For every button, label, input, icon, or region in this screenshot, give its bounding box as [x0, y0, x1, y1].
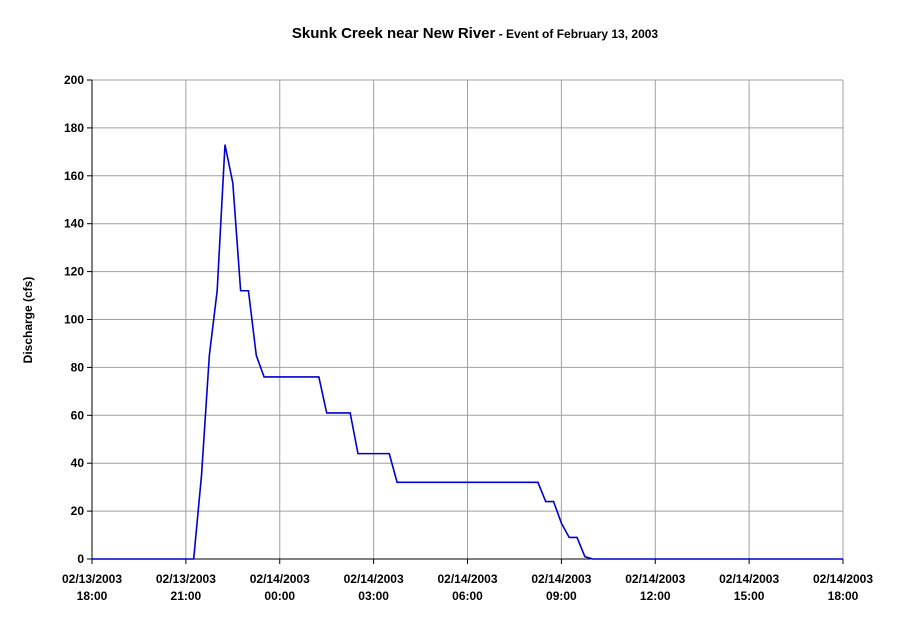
x-tick-label-time: 06:00	[452, 589, 483, 603]
y-tick-label: 100	[64, 313, 84, 327]
x-tick-label-date: 02/14/2003	[344, 572, 404, 586]
y-tick-label: 80	[71, 360, 85, 374]
x-tick-label: 02/14/2003 00:00	[250, 572, 310, 603]
chart-title-group: Skunk Creek near New River - Event of Fe…	[292, 25, 659, 42]
x-tick-label-date: 02/13/2003	[156, 572, 216, 586]
x-tick-label-time: 21:00	[171, 589, 202, 603]
x-tick-label-time: 18:00	[828, 589, 859, 603]
x-tick-label-date: 02/14/2003	[625, 572, 685, 586]
y-tick-label: 20	[71, 504, 85, 518]
y-tick-label: 0	[77, 552, 84, 566]
x-tick-label-time: 15:00	[734, 589, 765, 603]
x-tick-label-date: 02/14/2003	[813, 572, 873, 586]
x-tick-label-time: 00:00	[264, 589, 295, 603]
x-tick-label-date: 02/14/2003	[719, 572, 779, 586]
chart-subtitle: - Event of February 13, 2003	[499, 27, 659, 41]
x-tick-label-time: 09:00	[546, 589, 577, 603]
x-tick-label: 02/14/2003 15:00	[719, 572, 779, 603]
y-tick-label: 140	[64, 217, 84, 231]
x-tick-label-date: 02/14/2003	[250, 572, 310, 586]
x-tick-label: 02/13/2003 21:00	[156, 572, 216, 603]
x-tick-label: 02/14/2003 06:00	[437, 572, 497, 603]
x-tick-label: 02/14/2003 03:00	[344, 572, 404, 603]
y-tick-label: 200	[64, 73, 84, 87]
x-tick-label: 02/14/2003 18:00	[813, 572, 873, 603]
y-axis-label: Discharge (cfs)	[21, 277, 35, 364]
x-tick-label-time: 03:00	[358, 589, 389, 603]
y-tick-label: 160	[64, 169, 84, 183]
x-tick-label: 02/14/2003 12:00	[625, 572, 685, 603]
y-tick-label: 60	[71, 408, 85, 422]
line-series	[92, 144, 843, 560]
x-tick-label-time: 12:00	[640, 589, 671, 603]
chart-title: Skunk Creek near New River	[292, 25, 496, 42]
x-tick-label-date: 02/13/2003	[62, 572, 122, 586]
x-tick-label: 02/14/2003 09:00	[531, 572, 591, 603]
x-tick-label-date: 02/14/2003	[437, 572, 497, 586]
y-tick-label: 120	[64, 265, 84, 279]
x-tick-label: 02/13/2003 18:00	[62, 572, 122, 603]
x-tick-label-time: 18:00	[77, 589, 108, 603]
x-tick-label-date: 02/14/2003	[531, 572, 591, 586]
y-tick-label: 40	[71, 456, 85, 470]
y-tick-label: 180	[64, 121, 84, 135]
